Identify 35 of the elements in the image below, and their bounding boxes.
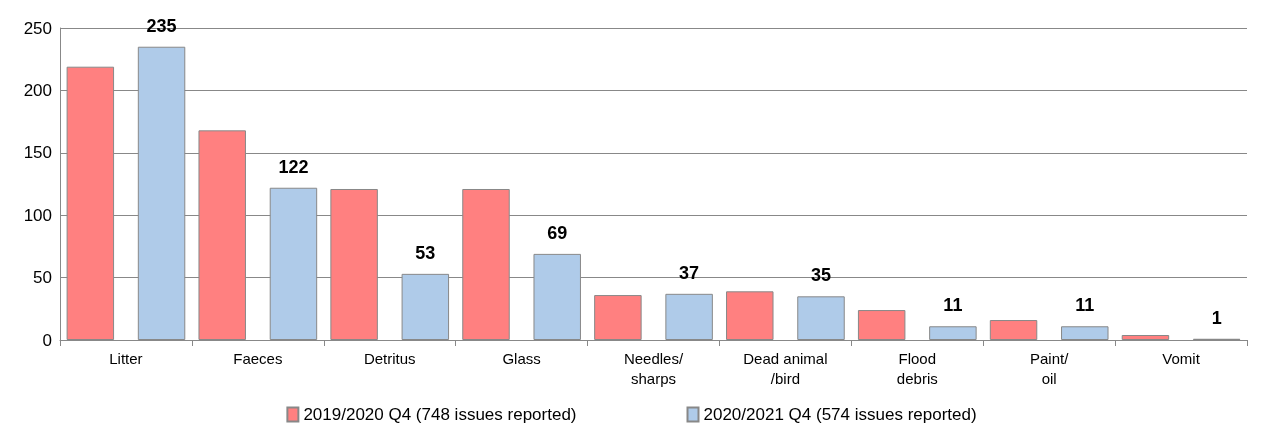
x-tick-label: Paint/ oil [1029, 349, 1070, 387]
data-label: 69 [547, 222, 568, 243]
y-tick-label: 200 [23, 80, 52, 100]
y-tick-label: 250 [23, 18, 52, 38]
x-tick-label: Faeces [233, 349, 283, 367]
data-label: 122 [278, 156, 309, 177]
data-label: 235 [146, 15, 177, 36]
data-label: 53 [415, 242, 436, 263]
bar [665, 293, 713, 340]
x-tick-label: Needles/ sharps [623, 349, 684, 387]
data-label: 11 [943, 295, 963, 316]
x-tick-label: Glass [502, 349, 541, 367]
bar [929, 326, 977, 340]
bar [726, 291, 774, 340]
x-tick-label: Litter [109, 349, 143, 367]
bar [1121, 335, 1170, 340]
bar [797, 296, 845, 340]
x-tick-label: Flood debris [896, 349, 938, 387]
data-label: 35 [810, 265, 832, 286]
x-tick-label: Vomit [1162, 349, 1201, 367]
x-tick-label: Dead animal /bird [743, 349, 828, 387]
y-tick-label: 150 [23, 143, 52, 163]
bar [989, 320, 1038, 340]
bar [594, 295, 642, 340]
data-label: 37 [679, 262, 700, 283]
legend-label: 2020/2021 Q4 (574 issues reported) [703, 405, 977, 424]
legend-label: 2019/2020 Q4 (748 issues reported) [303, 405, 577, 424]
data-label: 11 [1075, 295, 1095, 316]
y-tick-label: 50 [33, 268, 52, 288]
y-tick-label: 0 [42, 330, 52, 350]
data-label: 1 [1211, 307, 1222, 328]
y-tick-label: 100 [23, 205, 52, 225]
x-tick-label: Detritus [363, 349, 416, 367]
bar [857, 310, 906, 340]
bar [1061, 326, 1109, 340]
